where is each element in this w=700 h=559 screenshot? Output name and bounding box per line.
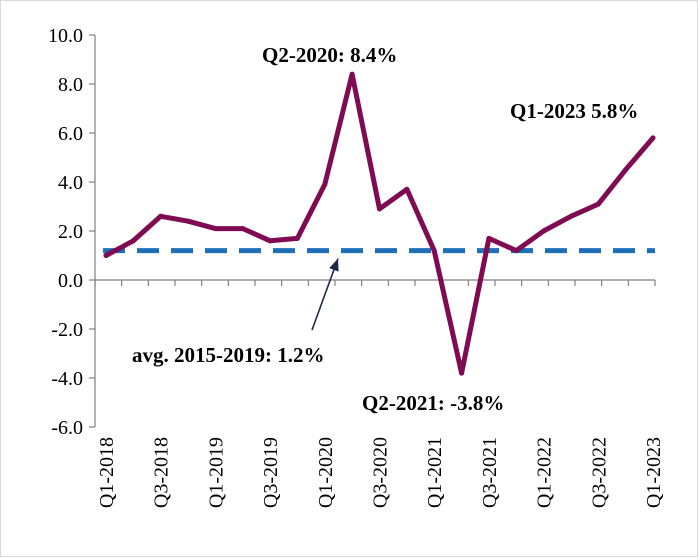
x-tick-label: Q3-2021 bbox=[479, 437, 501, 508]
y-tick-label: 8.0 bbox=[58, 74, 83, 96]
series-point bbox=[103, 253, 109, 258]
y-tick-label: -2.0 bbox=[51, 319, 83, 341]
y-tick-label: 2.0 bbox=[58, 221, 83, 243]
y-tick-label: 10.0 bbox=[48, 25, 83, 47]
x-axis-ticks: Q1-2018 Q3-2018 Q1-2019 Q3-2019 Q1-2020 Q3-20… bbox=[94, 280, 665, 508]
average-annotation-arrowhead bbox=[329, 258, 339, 272]
series-point bbox=[486, 235, 492, 241]
series-point bbox=[595, 201, 601, 207]
peak-annotation: Q2-2020: 8.4% bbox=[262, 43, 397, 67]
series-point bbox=[623, 167, 629, 173]
series-point bbox=[267, 238, 273, 244]
series-point bbox=[185, 218, 191, 224]
series-point bbox=[404, 186, 410, 192]
series-point bbox=[158, 213, 164, 219]
latest-annotation: Q1-2023 5.8% bbox=[510, 99, 638, 123]
y-tick-label: 0.0 bbox=[58, 270, 83, 292]
average-annotation-arrow bbox=[311, 258, 339, 331]
x-tick-label: Q1-2019 bbox=[205, 437, 227, 508]
series-point bbox=[130, 238, 136, 244]
x-tick-label: Q3-2022 bbox=[588, 437, 610, 508]
y-tick-label: -6.0 bbox=[51, 417, 83, 439]
series-point bbox=[541, 228, 547, 234]
series-point bbox=[322, 181, 328, 187]
x-tick-label: Q3-2020 bbox=[370, 437, 392, 508]
x-tick-label: Q1-2021 bbox=[424, 437, 446, 508]
x-tick-label: Q3-2018 bbox=[151, 437, 173, 508]
x-tick-label: Q1-2020 bbox=[315, 437, 337, 508]
series-point bbox=[513, 248, 519, 254]
x-tick-label: Q1-2018 bbox=[96, 437, 118, 508]
series-point bbox=[459, 370, 465, 376]
y-axis-ticks: 10.0 8.0 6.0 4.0 2.0 0.0 -2.0 -4.0 -6.0 bbox=[48, 25, 95, 439]
y-tick-label: -4.0 bbox=[51, 368, 83, 390]
y-tick-label: 6.0 bbox=[58, 123, 83, 145]
series-point bbox=[294, 235, 300, 241]
series-point bbox=[349, 71, 355, 77]
y-tick-label: 4.0 bbox=[58, 172, 83, 194]
series-point bbox=[568, 213, 574, 219]
x-tick-label: Q3-2019 bbox=[260, 437, 282, 508]
series-point bbox=[212, 226, 218, 232]
series-point bbox=[650, 135, 656, 141]
series-point bbox=[240, 226, 246, 232]
series-points bbox=[103, 71, 656, 376]
x-tick-label: Q1-2023 bbox=[643, 437, 665, 508]
average-annotation: avg. 2015-2019: 1.2% bbox=[132, 343, 325, 367]
x-tick-label: Q1-2022 bbox=[534, 437, 556, 508]
trough-annotation: Q2-2021: -3.8% bbox=[362, 391, 504, 415]
series-point bbox=[377, 206, 382, 212]
series-point bbox=[431, 248, 437, 254]
